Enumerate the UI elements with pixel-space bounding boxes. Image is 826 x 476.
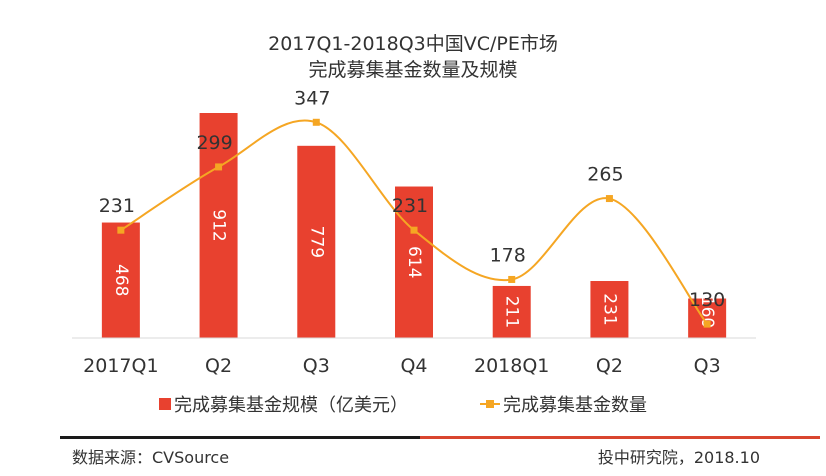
line-point <box>117 226 125 234</box>
line-value-label: 265 <box>587 164 623 186</box>
line-point <box>312 118 320 126</box>
footer-divider-red <box>420 436 820 439</box>
legend-label-bar: 完成募集基金规模（亿美元） <box>174 395 408 416</box>
line-point <box>508 275 516 283</box>
bar <box>395 186 433 338</box>
bar-value-label: 231 <box>599 293 619 325</box>
chart-title-line-1: 2017Q1-2018Q3中国VC/PE市场 <box>268 33 558 55</box>
x-tick-label: Q3 <box>303 355 330 377</box>
x-tick-label: Q4 <box>400 355 427 377</box>
line-value-label: 130 <box>689 289 725 311</box>
bar-series: 468 912 779 614 211 231 160 <box>101 113 727 338</box>
line-point <box>605 195 613 203</box>
line-value-label: 347 <box>294 87 330 109</box>
line-point <box>410 226 418 234</box>
bar <box>199 113 238 338</box>
legend-label-line: 完成募集基金数量 <box>503 395 647 416</box>
legend-swatch-bar <box>159 398 171 410</box>
bar <box>101 222 140 338</box>
bar <box>590 281 629 338</box>
legend-swatch-marker <box>486 400 494 408</box>
x-tick-label: Q2 <box>596 355 623 377</box>
bar-value-label: 779 <box>306 226 326 258</box>
bar-value-label: 211 <box>502 296 522 328</box>
line-point <box>215 163 223 171</box>
bar-value-label: 468 <box>111 264 131 296</box>
footer-divider-dark <box>60 436 420 439</box>
x-tick-label: 2018Q1 <box>474 355 549 377</box>
publisher-note: 投中研究院，2018.10 <box>597 448 760 467</box>
line-value-label: 178 <box>490 244 526 266</box>
line-value-label: 299 <box>196 132 232 154</box>
line-series: 231 299 347 231 178 265 130 <box>99 87 725 328</box>
line-value-label: 231 <box>392 195 428 217</box>
chart-title-line-2: 完成募集基金数量及规模 <box>308 59 517 81</box>
line-value-label: 231 <box>99 195 135 217</box>
x-tick-label: Q2 <box>205 355 232 377</box>
bar-value-label: 160 <box>697 296 717 328</box>
source-note: 数据来源：CVSource <box>72 448 230 467</box>
bar <box>297 145 336 338</box>
x-axis-ticks: 2017Q1 Q2 Q3 Q4 2018Q1 Q2 Q3 <box>83 355 721 377</box>
x-tick-label: 2017Q1 <box>83 355 158 377</box>
bar-value-label: 614 <box>404 246 424 278</box>
bar <box>492 285 531 338</box>
legend: 完成募集基金规模（亿美元） 完成募集基金数量 <box>159 395 647 416</box>
line-point <box>703 320 711 328</box>
x-tick-label: Q3 <box>694 355 721 377</box>
bar-value-label: 912 <box>209 209 229 241</box>
